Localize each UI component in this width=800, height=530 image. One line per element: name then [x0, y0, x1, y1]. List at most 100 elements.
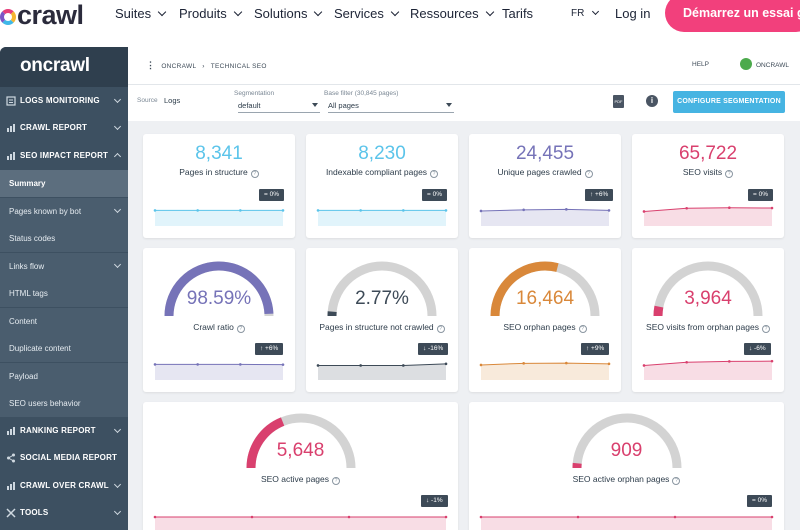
sidebar-item-html-tags[interactable]: HTML tags [0, 280, 128, 307]
chevron-down-icon [314, 7, 323, 17]
sparkline-point [444, 515, 448, 519]
sidebar-item-summary[interactable]: Summary [0, 170, 128, 197]
help-link[interactable]: HELP [692, 61, 709, 68]
tools-icon [6, 508, 16, 518]
chevron-down-icon [113, 260, 122, 269]
sidebar-item-label: Summary [9, 179, 46, 188]
gauge-value: 16,464 [515, 288, 575, 309]
gauge-chart [653, 261, 763, 317]
bar-chart-icon [7, 427, 15, 435]
sidebar-item-status-codes[interactable]: Status codes [0, 225, 128, 252]
gauge-card-crawl-ratio: 98.59% Crawl ratio? ↑ +6% [143, 248, 295, 392]
help-icon[interactable]: ? [236, 325, 245, 333]
segmentation-select[interactable]: default [238, 99, 320, 113]
kpi-label: Pages in structure? [143, 167, 295, 178]
sparkline-line [643, 207, 773, 212]
sparkline-area [155, 364, 283, 380]
sidebar-section-tools[interactable]: TOOLS [0, 500, 128, 527]
help-icon[interactable]: ? [332, 477, 341, 485]
help-icon[interactable]: ? [672, 477, 681, 485]
sidebar-section-social-media-report[interactable]: SOCIAL MEDIA REPORT [0, 445, 128, 472]
nav-suites[interactable]: Suites [115, 6, 167, 21]
configure-segmentation-button[interactable]: CONFIGURE SEGMENTATION [673, 91, 785, 113]
nav-services[interactable]: Services [334, 6, 400, 21]
sparkline-point [642, 364, 646, 367]
sidebar-section-ranking-report[interactable]: RANKING REPORT [0, 418, 128, 445]
segmentation-selected: default [238, 101, 261, 110]
base-filter-select[interactable]: All pages [328, 99, 454, 113]
gauge-fill [653, 305, 664, 317]
sidebar-section-crawl-over-crawl[interactable]: CRAWL OVER CRAWL [0, 473, 128, 500]
sparkline-point [196, 363, 199, 366]
kpi-label-text: Unique pages crawled [497, 167, 582, 177]
kpi-label-text: SEO visits [682, 167, 723, 177]
sparkline-line [480, 208, 610, 212]
help-icon[interactable]: ? [761, 325, 770, 333]
help-icon[interactable]: ? [578, 325, 587, 333]
sparkline-area [481, 517, 772, 530]
gauge-fill [164, 261, 274, 317]
login-link[interactable]: Log in [615, 6, 651, 21]
sidebar-item-label: Pages known by bot [9, 207, 82, 216]
gauge-value: 2.77% [355, 288, 409, 309]
breadcrumb-separator-icon: › [202, 63, 205, 70]
sparkline-point [153, 515, 157, 519]
sparkline-point [770, 359, 774, 363]
sparkline [642, 206, 774, 226]
sparkline-point [522, 362, 525, 365]
free-trial-button[interactable]: Démarrez un essai grat [665, 0, 800, 32]
gauge-label: Pages in structure not crawled? [306, 322, 458, 333]
nav-label: Ressources [410, 6, 479, 21]
nav-solutions[interactable]: Solutions [254, 6, 323, 21]
sidebar-item-links-flow[interactable]: Links flow [0, 253, 128, 280]
nav-label: Tarifs [502, 6, 534, 21]
nav-tarifs[interactable]: Tarifs [502, 6, 533, 21]
language-selector[interactable]: FR [571, 7, 600, 19]
oncrawl-logo[interactable]: crawl [0, 0, 84, 31]
sidebar-item-content[interactable]: Content [0, 308, 128, 335]
info-icon[interactable]: i [646, 95, 658, 107]
gauge-label-text: Crawl ratio [193, 322, 234, 332]
kpi-card-pages-in-structure: 8,341 Pages in structure? = 0% [143, 134, 295, 238]
avatar [740, 58, 752, 70]
help-icon[interactable]: ? [725, 170, 734, 178]
sparkline-point [728, 360, 731, 363]
sidebar-section-seo-impact-report[interactable]: SEO IMPACT REPORT [0, 143, 128, 170]
gauge-label-text: SEO active pages [260, 474, 330, 484]
sparkline-point [576, 515, 580, 519]
kpi-card-seo-visits: 65,722 SEO visits? = 0% [632, 134, 784, 238]
sidebar-item-seo-users-behavior[interactable]: SEO users behavior [0, 390, 128, 417]
more-vertical-icon[interactable]: ⋮ [146, 60, 156, 70]
trend-badge: ↑ +6% [585, 189, 614, 201]
help-icon[interactable]: ? [250, 170, 259, 178]
breadcrumb-item[interactable]: ONCRAWL [161, 63, 197, 70]
pdf-icon[interactable]: PDF [613, 95, 624, 108]
user-menu[interactable]: ONCRAWL [740, 58, 789, 70]
source-label: Source [137, 97, 158, 104]
nav-ressources[interactable]: Ressources [410, 6, 494, 21]
sidebar-item-payload[interactable]: Payload [0, 363, 128, 390]
chevron-down-icon [113, 122, 122, 131]
bar-chart-icon [7, 482, 15, 490]
sidebar-section-crawl-report[interactable]: CRAWL REPORT [0, 115, 128, 142]
sparkline-point [673, 515, 677, 519]
gauge-track [572, 413, 682, 469]
help-icon[interactable]: ? [436, 325, 445, 333]
nav-produits[interactable]: Produits [179, 6, 242, 21]
gauge-track [653, 261, 763, 317]
sidebar-item-pages-known-by-bot[interactable]: Pages known by bot [0, 198, 128, 225]
sidebar-item-duplicate-content[interactable]: Duplicate content [0, 335, 128, 362]
gauge-label: SEO active orphan pages? [469, 474, 784, 485]
help-icon[interactable]: ? [584, 170, 593, 178]
kpi-label: Indexable compliant pages? [306, 167, 458, 178]
sidebar-logo[interactable]: oncrawl [0, 47, 128, 87]
chevron-down-icon [592, 7, 600, 16]
sparkline [316, 209, 448, 226]
sparkline-point [281, 209, 285, 212]
help-icon[interactable]: ? [430, 170, 439, 178]
kpi-label: Unique pages crawled? [469, 167, 621, 178]
breadcrumb-item[interactable]: TECHNICAL SEO [210, 63, 267, 70]
sidebar-section-label: LOGS MONITORING [20, 96, 100, 105]
chevron-down-icon [113, 507, 122, 516]
sidebar-section-logs-monitoring[interactable]: LOGS MONITORING [0, 88, 128, 115]
